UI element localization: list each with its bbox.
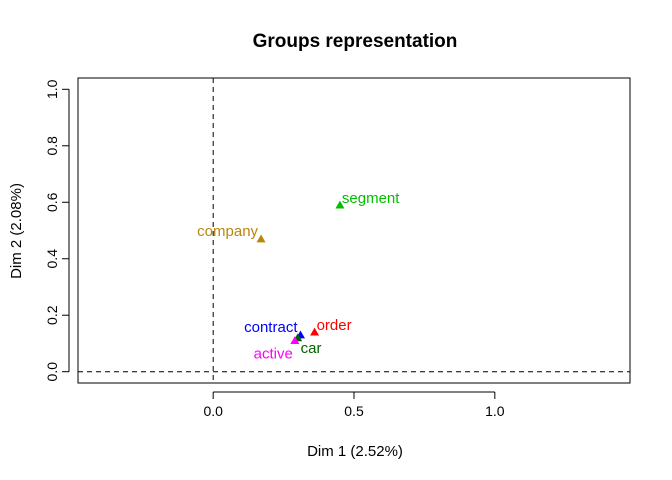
reference-lines <box>78 78 630 383</box>
y-axis: 0.0 0.2 0.4 0.6 0.8 1.0 <box>44 79 70 382</box>
y-tick-label: 0.0 <box>44 362 60 382</box>
x-tick-label: 0.0 <box>203 403 223 419</box>
y-tick-label: 0.8 <box>44 136 60 156</box>
point-label-segment: segment <box>342 190 400 207</box>
y-tick-label: 0.6 <box>44 192 60 212</box>
y-tick-label: 0.4 <box>44 249 60 269</box>
point-label-car: car <box>301 340 322 357</box>
x-tick-label: 0.5 <box>344 403 364 419</box>
point-label-contract: contract <box>244 319 298 336</box>
point-label-order: order <box>317 317 352 334</box>
y-tick-label: 1.0 <box>44 79 60 99</box>
x-axis: 0.0 0.5 1.0 <box>203 391 505 419</box>
x-tick-label: 1.0 <box>485 403 505 419</box>
point-marker-active <box>290 336 300 345</box>
point-marker-company <box>256 234 266 243</box>
point-marker-order <box>310 327 320 336</box>
y-axis-label: Dim 2 (2.08%) <box>8 183 25 279</box>
plot-area-frame <box>77 77 631 384</box>
point-label-company: company <box>197 223 258 240</box>
chart-title: Groups representation <box>253 31 458 52</box>
point-label-active: active <box>254 346 293 363</box>
y-tick-label: 0.2 <box>44 305 60 325</box>
x-axis-label: Dim 1 (2.52%) <box>307 443 403 460</box>
point-marker-segment <box>335 200 345 209</box>
